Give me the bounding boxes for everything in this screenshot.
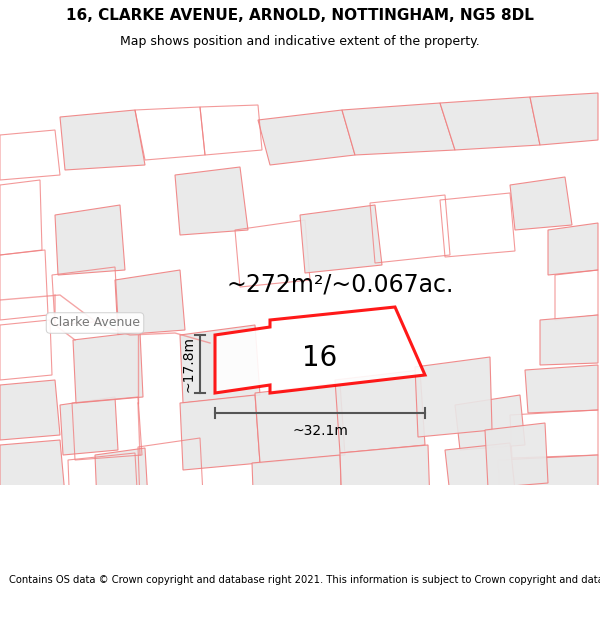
Polygon shape	[342, 103, 455, 155]
Polygon shape	[115, 270, 185, 335]
Polygon shape	[180, 325, 260, 403]
Polygon shape	[525, 365, 598, 413]
Polygon shape	[252, 455, 342, 517]
Polygon shape	[540, 315, 598, 365]
Polygon shape	[175, 167, 248, 235]
Polygon shape	[95, 448, 148, 505]
Polygon shape	[255, 383, 345, 463]
Polygon shape	[548, 223, 598, 275]
Polygon shape	[435, 488, 500, 535]
Polygon shape	[445, 443, 515, 495]
Text: Contains OS data © Crown copyright and database right 2021. This information is : Contains OS data © Crown copyright and d…	[9, 575, 600, 585]
Polygon shape	[0, 380, 60, 440]
Polygon shape	[485, 423, 548, 488]
Polygon shape	[415, 357, 492, 437]
Polygon shape	[55, 205, 125, 275]
Polygon shape	[340, 445, 430, 510]
Text: ~272m²/~0.067ac.: ~272m²/~0.067ac.	[226, 273, 454, 297]
Polygon shape	[510, 177, 572, 230]
Text: ~17.8m: ~17.8m	[181, 336, 195, 392]
Text: Clarke Avenue: Clarke Avenue	[50, 316, 140, 329]
Text: 16: 16	[302, 344, 338, 372]
Polygon shape	[498, 455, 598, 503]
Polygon shape	[455, 395, 525, 450]
Polygon shape	[530, 93, 598, 145]
Polygon shape	[335, 370, 425, 453]
Text: Map shows position and indicative extent of the property.: Map shows position and indicative extent…	[120, 35, 480, 48]
Text: ~32.1m: ~32.1m	[292, 424, 348, 438]
Polygon shape	[0, 440, 65, 500]
Polygon shape	[73, 332, 143, 403]
Text: 16, CLARKE AVENUE, ARNOLD, NOTTINGHAM, NG5 8DL: 16, CLARKE AVENUE, ARNOLD, NOTTINGHAM, N…	[66, 8, 534, 23]
Polygon shape	[215, 307, 425, 393]
Polygon shape	[180, 395, 260, 470]
Polygon shape	[258, 110, 355, 165]
Polygon shape	[300, 205, 382, 273]
Polygon shape	[60, 110, 145, 170]
Polygon shape	[60, 397, 118, 455]
Polygon shape	[440, 97, 540, 150]
